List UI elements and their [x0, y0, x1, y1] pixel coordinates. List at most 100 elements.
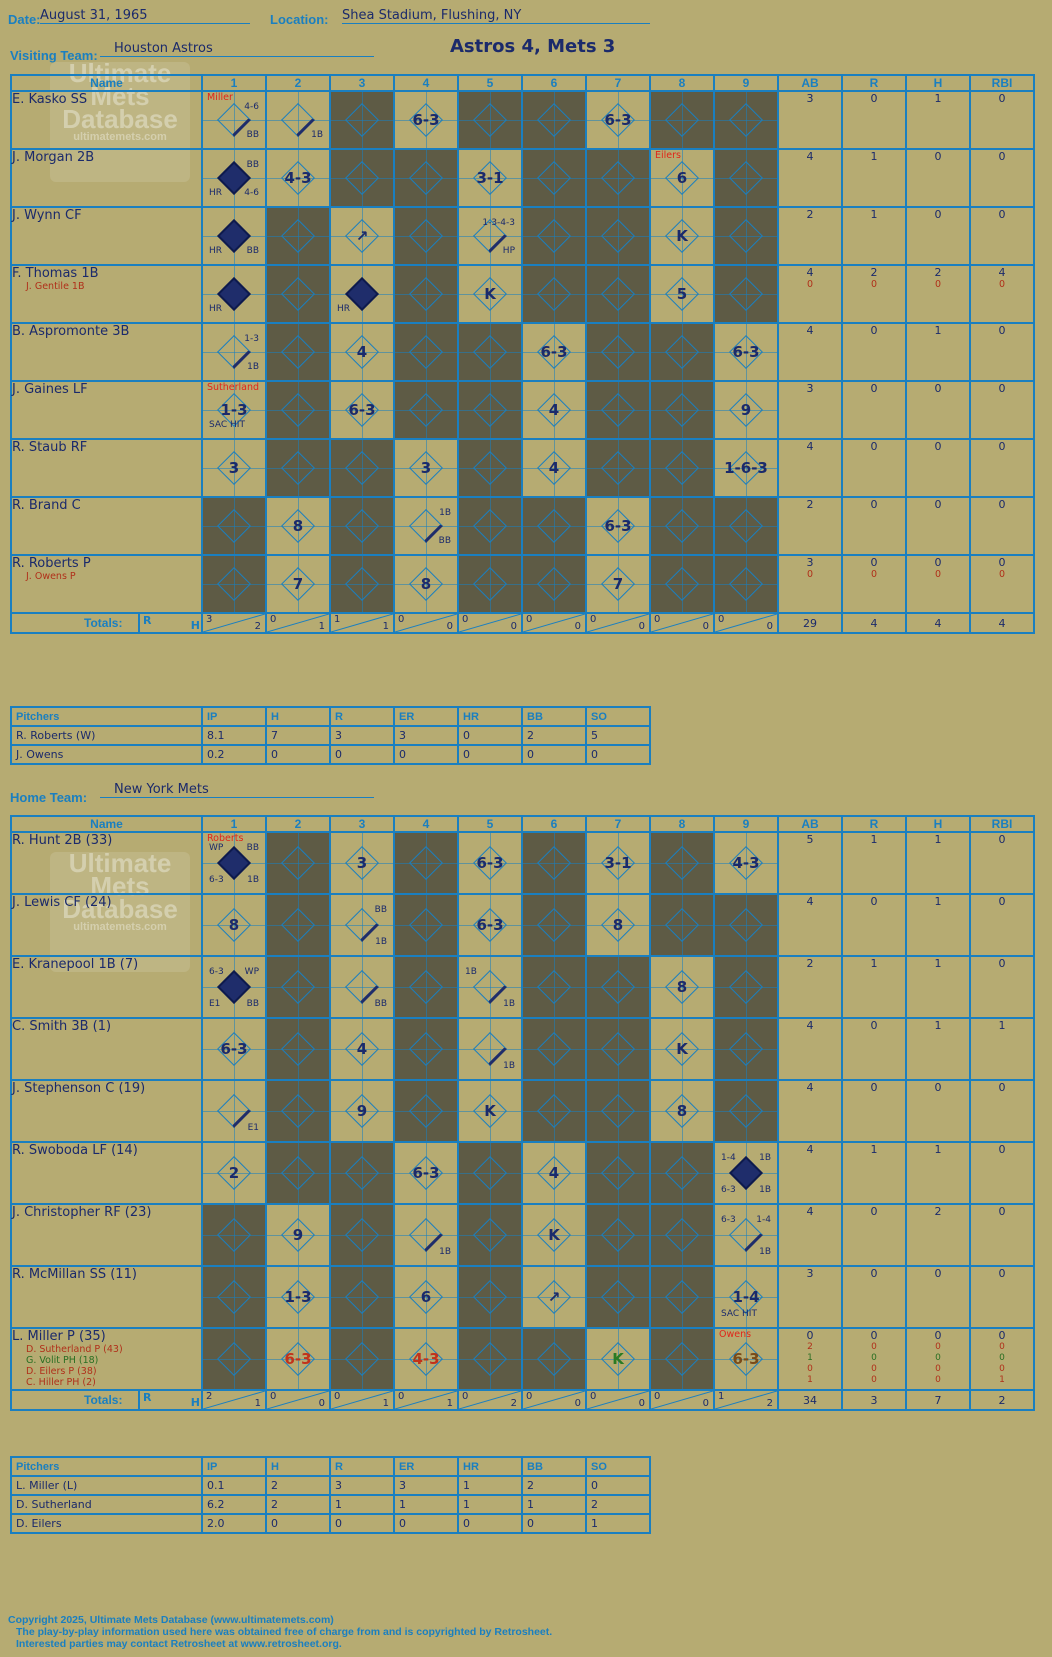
substitute-stat: 0 [934, 569, 942, 580]
batter-stat: 0 [870, 1329, 878, 1342]
base-diamond [345, 103, 379, 137]
team-total-stat: 4 [905, 612, 971, 634]
inning-cell [265, 955, 331, 1019]
inning-cell: 1-3 SAC HIT Sutherland [201, 380, 267, 440]
inning-runs: 0 [462, 614, 469, 625]
play-note: 1B [503, 1061, 515, 1071]
pitcher-column-header: H [265, 706, 331, 727]
cell-guide-line [204, 1173, 264, 1174]
batter-row: R. Brand C 8 1B BB 6-3 2 0 0 0 [10, 496, 1035, 556]
inning-cell [329, 1327, 395, 1391]
cell-guide-line [332, 410, 392, 411]
play-note: SAC HIT [721, 1309, 757, 1319]
inning-cell: 1-6-3 [713, 438, 779, 498]
batter-stat: 3 [806, 1267, 814, 1280]
inning-runs: 0 [654, 614, 661, 625]
inning-cell: 6-3 1-4 1B [713, 1203, 779, 1267]
base-diamond [729, 567, 763, 601]
play-note: BB [438, 536, 451, 546]
play-result: K [612, 1350, 624, 1368]
batter-stat-cell: 0 [905, 496, 971, 556]
inning-cell [265, 1017, 331, 1081]
base-diamond [281, 1094, 315, 1128]
stat-header: H [905, 815, 971, 833]
batter-stat-cell: 0 [969, 831, 1035, 895]
inning-header: 1 [201, 815, 267, 833]
base-diamond [473, 1280, 507, 1314]
inning-cell: 4-3 [393, 1327, 459, 1391]
base-diamond [217, 277, 251, 311]
batter-stat-cell: 3 [777, 90, 843, 150]
inning-cell [585, 322, 651, 382]
inning-cell [521, 1079, 587, 1143]
inning-header: 6 [521, 815, 587, 833]
play-result: 1-3 [220, 401, 248, 419]
batter-stat-cell: 0 [841, 1203, 907, 1267]
total-divider [523, 1391, 585, 1409]
base-diamond [409, 219, 443, 253]
inning-hits: 0 [702, 1398, 709, 1409]
cell-guide-line [396, 987, 456, 988]
inning-cell [649, 1141, 715, 1205]
cell-guide-line [460, 236, 520, 237]
base-diamond [601, 277, 635, 311]
batter-stat-cell: 0 [969, 893, 1035, 957]
cell-guide-line [396, 178, 456, 179]
base-diamond [665, 567, 699, 601]
batter-name-cell: R. Swoboda LF (14) [10, 1141, 203, 1205]
play-note: SAC HIT [209, 420, 245, 430]
base-diamond [729, 161, 763, 195]
total-divider [523, 614, 585, 632]
play-result: K [676, 1040, 688, 1058]
total-divider [395, 1391, 457, 1409]
cell-guide-line [460, 925, 520, 926]
inning-cell [457, 1203, 523, 1267]
batter-stat: 3 [806, 382, 814, 395]
team-total-stat: 29 [777, 612, 843, 634]
batter-stat-cell: 1 [905, 893, 971, 957]
inning-hits: 2 [510, 1398, 517, 1409]
cell-guide-line [588, 236, 648, 237]
cell-guide-line [268, 584, 328, 585]
inning-cell: 1-4 1B 6-3 1B [713, 1141, 779, 1205]
batter-stat-cell: 0 [905, 1079, 971, 1143]
header-row: Name 1 2 3 4 5 6 7 8 9 AB R H RBI [10, 815, 1035, 833]
inning-cell [457, 438, 523, 498]
base-diamond [345, 567, 379, 601]
cell-guide-line [716, 236, 776, 237]
inning-cell [585, 438, 651, 498]
totals-label-cell: Totals: R H [10, 612, 203, 634]
pitcher-stat: 1 [329, 1494, 395, 1515]
batter-stat-cell: 2 [777, 206, 843, 266]
cell-guide-line [652, 1359, 712, 1360]
pitcher-stat: 0.1 [201, 1475, 267, 1496]
batter-stat-cell: 1 [905, 955, 971, 1019]
pitcher-name: R. Roberts (W) [10, 725, 203, 746]
base-diamond [601, 451, 635, 485]
play-note: BB [374, 999, 387, 1009]
play-result: 1-4 [732, 1288, 760, 1306]
substitute-name: J. Owens P [26, 571, 76, 582]
inning-runs: 0 [398, 614, 405, 625]
pitcher-column-header: ER [393, 1456, 459, 1477]
inning-cell [201, 496, 267, 556]
batter-name: J. Christopher RF (23) [12, 1205, 152, 1220]
inning-cell: 5 [649, 264, 715, 324]
substitute-stat: 0 [870, 279, 878, 290]
play-note: WP [244, 967, 259, 977]
cell-guide-line [588, 1235, 648, 1236]
batter-stat-cell: 0 [969, 206, 1035, 266]
batter-row: C. Smith 3B (1) 6-3 4 1B K 4 0 1 1 [10, 1017, 1035, 1081]
retrosheet-contact: Interested parties may contact Retroshee… [16, 1638, 342, 1650]
cell-guide-line [460, 1049, 520, 1050]
inning-cell: K [649, 206, 715, 266]
pitcher-stat: 0 [585, 744, 651, 765]
pitcher-change-note: Eilers [655, 150, 681, 161]
inning-cell [329, 90, 395, 150]
inning-cell: 8 [393, 554, 459, 614]
home-team-value: New York Mets [100, 782, 374, 798]
batter-stat: 0 [998, 1143, 1006, 1156]
inning-cell: 4 [521, 438, 587, 498]
